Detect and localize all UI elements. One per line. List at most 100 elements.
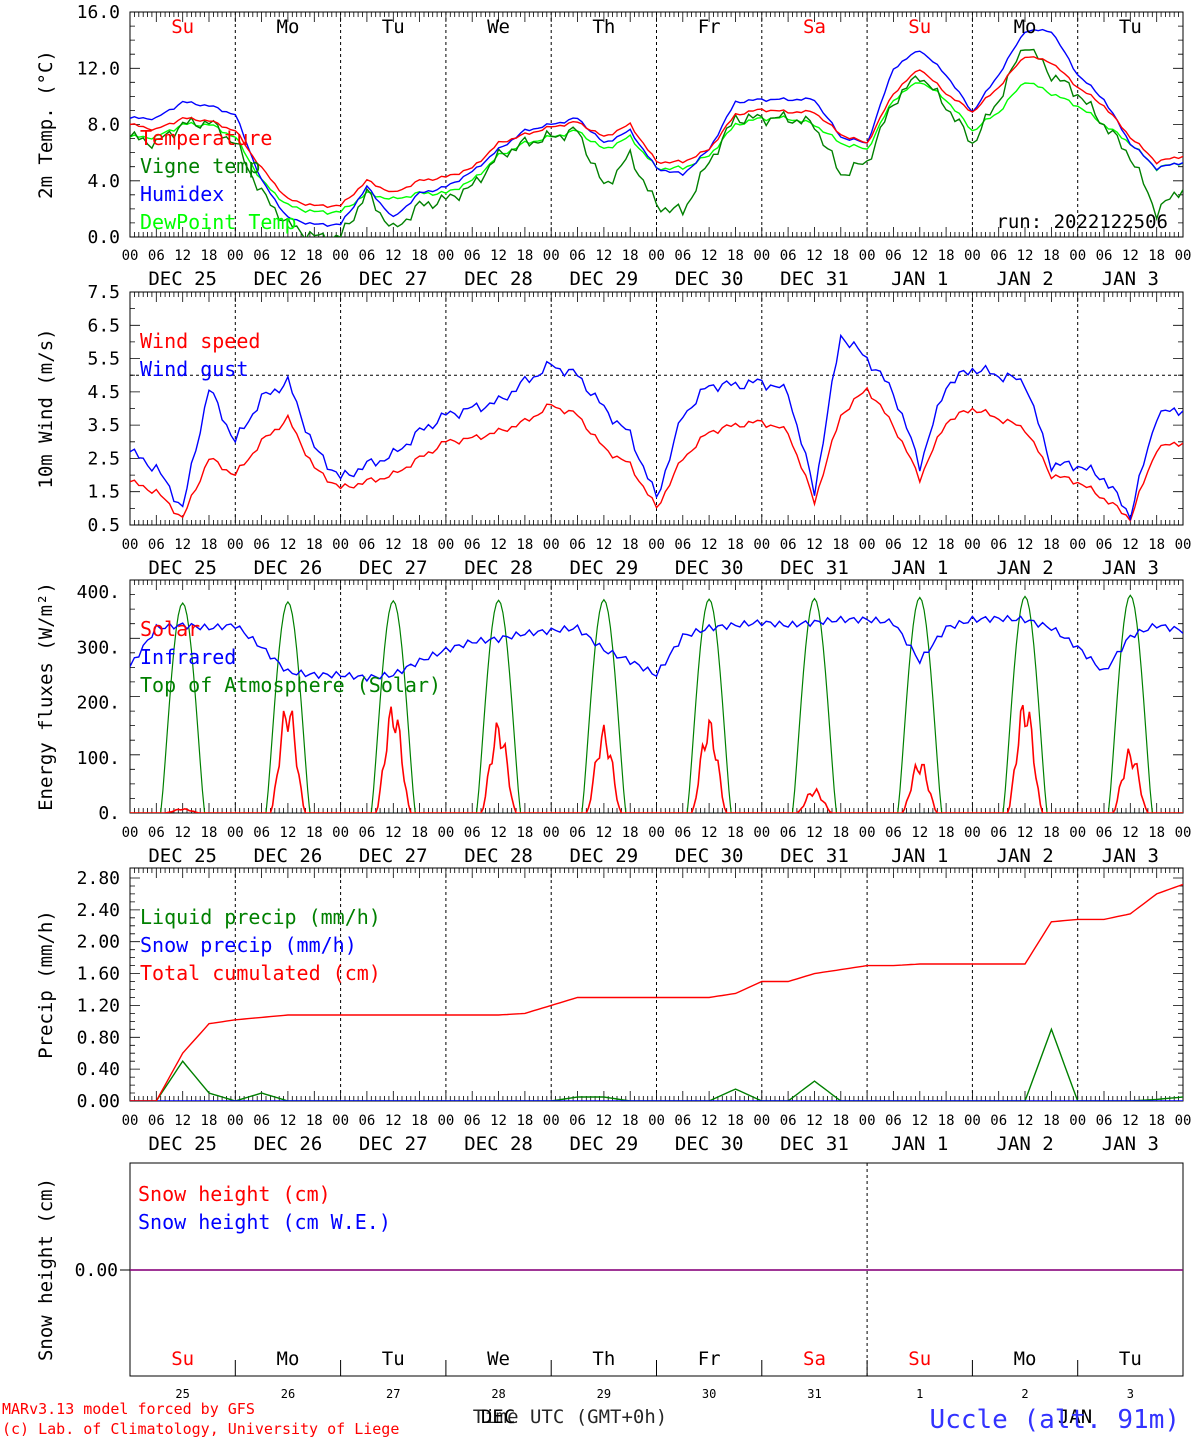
energy-x-hour-label: 00 [964, 825, 981, 841]
energy-x-hour-label: 18 [306, 825, 323, 841]
temperature-x-hour-label: 12 [280, 248, 297, 264]
wind-x-hour-label: 00 [753, 537, 770, 553]
energy-x-hour-label: 06 [569, 825, 586, 841]
wind-x-hour-label: 12 [1122, 537, 1139, 553]
temperature-hour-ticks [129, 12, 1184, 237]
temperature-x-hour-label: 06 [885, 248, 902, 264]
energy-x-hour-label: 06 [885, 825, 902, 841]
precip-x-hour-label: 12 [595, 1113, 612, 1129]
precip-x-hour-label: 18 [1148, 1113, 1165, 1129]
energy-panel: 0. 100. 200. 300. 400. Energy fluxes (W/m²) So… [35, 579, 1192, 867]
temperature-x-hour-label: 06 [780, 248, 797, 264]
wind-x-hour-label: 06 [885, 537, 902, 553]
temperature-legend-entry: Humidex [140, 182, 224, 206]
precip-legend-entry: Liquid precip (mm/h) [140, 905, 381, 929]
wind-x-date-label: DEC 27 [359, 557, 428, 579]
wind-x-hour-label: 12 [385, 537, 402, 553]
wind-hour-ticks [129, 292, 1184, 525]
wind-x-hour-label: 00 [122, 537, 139, 553]
precip-x-hour-label: 06 [464, 1113, 481, 1129]
precip-panel: 0.00 0.40 0.80 1.20 1.60 2.00 2.40 2.80 Precip (… [35, 867, 1191, 1155]
precip-x-date-label: DEC 29 [570, 1133, 639, 1155]
precip-x-hour-label: 12 [174, 1113, 191, 1129]
precip-x-date-label: DEC 31 [780, 1133, 849, 1155]
snow-panel: 0.00 Snow height (cm) Snow height (cm) Snow… [35, 1162, 1184, 1428]
wind-x-hour-label: 12 [490, 537, 507, 553]
wind-x-date-label: DEC 29 [570, 557, 639, 579]
wind-x-hour-label: 06 [990, 537, 1007, 553]
energy-legend-entry: Infrared [140, 645, 236, 669]
temperature-x-hour-label: 00 [332, 248, 349, 264]
snow-y-tick-label: 0.00 [75, 1260, 118, 1281]
precip-x-date-label: DEC 27 [359, 1133, 428, 1155]
energy-x-hour-label: 18 [938, 825, 955, 841]
wind-x-hour-label: 18 [1148, 537, 1165, 553]
bottom-day-number: 27 [386, 1387, 400, 1401]
temperature-legend-entry: DewPoint Temp [140, 210, 297, 234]
wind-x-hour-label: 18 [306, 537, 323, 553]
precip-x-hour-label: 00 [964, 1113, 981, 1129]
precip-x-hour-label: 12 [1017, 1113, 1034, 1129]
energy-x-date-label: DEC 31 [780, 845, 849, 867]
energy-x-hour-label: 06 [464, 825, 481, 841]
wind-x-date-label: DEC 30 [675, 557, 744, 579]
energy-x-hour-label: 00 [437, 825, 454, 841]
wind-legend-entry: Wind gust [140, 357, 248, 381]
precip-x-hour-label: 06 [253, 1113, 270, 1129]
energy-x-hour-label: 18 [1043, 825, 1060, 841]
precip-x-hour-label: 12 [911, 1113, 928, 1129]
temperature-y-tick-label: 0.0 [87, 227, 120, 248]
wind-y-tick-label: 5.5 [87, 349, 120, 370]
precip-x-hour-label: 06 [780, 1113, 797, 1129]
precip-y-tick-label: 2.00 [77, 932, 120, 953]
precip-x-hour-label: 18 [201, 1113, 218, 1129]
temperature-x-hour-label: 12 [595, 248, 612, 264]
footer-credit-line: (c) Lab. of Climatology, University of L… [2, 1420, 399, 1438]
temperature-legend-entry: Temperature [140, 126, 272, 150]
energy-x-hour-label: 00 [1175, 825, 1192, 841]
bottom-day-number: 30 [702, 1387, 716, 1401]
wind-y-axis-label: 10m Wind (m/s) [35, 328, 57, 488]
snow-weekday-label: Su [908, 1348, 931, 1370]
energy-x-hour-label: 06 [1096, 825, 1113, 841]
precip-x-hour-label: 06 [990, 1113, 1007, 1129]
temperature-y-tick-label: 16.0 [77, 2, 120, 23]
wind-x-hour-label: 12 [701, 537, 718, 553]
temperature-x-hour-label: 12 [701, 248, 718, 264]
energy-series [130, 594, 1183, 813]
energy-x-date-label: DEC 30 [675, 845, 744, 867]
temperature-x-hour-label: 00 [227, 248, 244, 264]
energy-x-hour-label: 00 [543, 825, 560, 841]
weekday-label: Th [592, 16, 615, 38]
energy-x-hour-label: 00 [648, 825, 665, 841]
energy-x-hour-label: 18 [1148, 825, 1165, 841]
snow-weekday-label: We [487, 1348, 510, 1370]
snow-weekday-label: Mo [277, 1348, 300, 1370]
wind-x-hour-label: 18 [411, 537, 428, 553]
energy-x-hour-label: 12 [490, 825, 507, 841]
temperature-x-hour-label: 00 [543, 248, 560, 264]
energy-x-hour-label: 12 [911, 825, 928, 841]
energy-x-hour-label: 18 [832, 825, 849, 841]
wind-x-date-label: JAN 3 [1102, 557, 1159, 579]
temperature-x-hour-label: 12 [174, 248, 191, 264]
weekday-label: Mo [277, 16, 300, 38]
weekday-label: Su [171, 16, 194, 38]
energy-x-date-label: DEC 27 [359, 845, 428, 867]
energy-x-hour-label: 06 [990, 825, 1007, 841]
footer-model-line: MARv3.13 model forced by GFS [2, 1400, 255, 1418]
snow-legend-entry: Snow height (cm) [138, 1182, 331, 1206]
energy-x-hour-label: 12 [595, 825, 612, 841]
temperature-y-axis-label: 2m Temp. (°C) [35, 50, 57, 199]
temperature-y-tick-label: 4.0 [87, 171, 120, 192]
wind-x-hour-label: 00 [859, 537, 876, 553]
energy-x-hour-label: 12 [806, 825, 823, 841]
wind-series-0 [130, 386, 1183, 523]
bottom-day-number: 25 [175, 1387, 189, 1401]
temperature-x-date-label: JAN 2 [996, 268, 1053, 290]
temperature-x-hour-label: 00 [437, 248, 454, 264]
wind-x-hour-label: 18 [201, 537, 218, 553]
precip-x-hour-label: 00 [437, 1113, 454, 1129]
precip-x-hour-label: 12 [280, 1113, 297, 1129]
